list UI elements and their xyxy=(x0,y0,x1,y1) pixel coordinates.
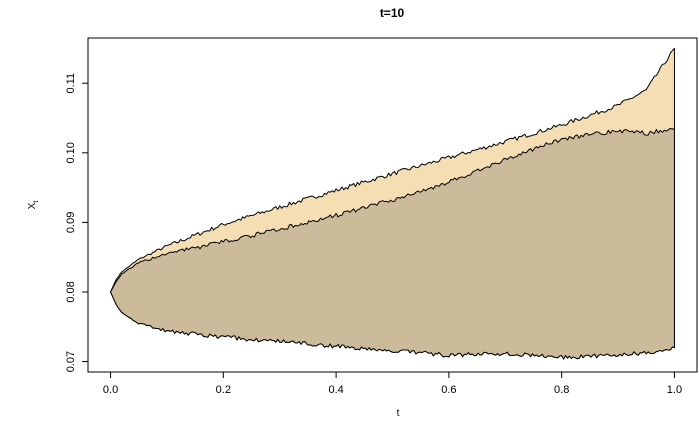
y-tick-label: 0.08 xyxy=(65,281,77,302)
y-tick-label: 0.07 xyxy=(65,351,77,372)
x-tick-label: 1.0 xyxy=(667,384,682,396)
x-tick-label: 0.8 xyxy=(554,384,569,396)
x-tick-label: 0.6 xyxy=(441,384,456,396)
y-axis-label: X xyxy=(27,202,38,209)
plot-areas xyxy=(110,47,675,360)
inner-envelope-area xyxy=(110,127,675,360)
chart-title: t=10 xyxy=(380,6,405,20)
svg-text:Xt: Xt xyxy=(27,201,40,210)
x-tick-label: 0.4 xyxy=(328,384,343,396)
y-axis-label-group: Xt xyxy=(27,201,40,210)
y-axis-label-subscript: t xyxy=(33,201,40,203)
y-axis: 0.07 0.08 0.09 0.10 0.11 xyxy=(65,73,89,372)
y-tick-label: 0.10 xyxy=(65,142,77,163)
x-axis-label: t xyxy=(397,408,400,419)
x-tick-label: 0.2 xyxy=(216,384,231,396)
x-axis: 0.0 0.2 0.4 0.6 0.8 1.0 xyxy=(103,371,682,396)
x-tick-label: 0.0 xyxy=(103,384,118,396)
y-tick-label: 0.09 xyxy=(65,212,77,233)
y-tick-label: 0.11 xyxy=(65,73,77,94)
